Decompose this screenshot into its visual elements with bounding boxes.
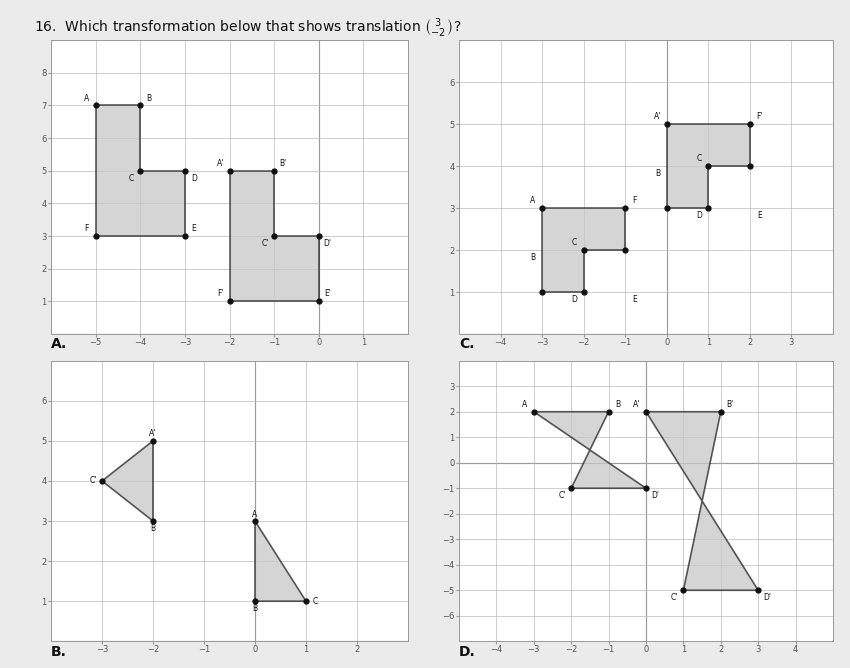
Text: C: C	[696, 154, 701, 163]
Text: A': A'	[654, 112, 661, 121]
Text: D': D'	[324, 239, 332, 248]
Text: E: E	[756, 211, 762, 220]
Text: C': C'	[558, 491, 565, 500]
Polygon shape	[95, 106, 184, 236]
Text: A.: A.	[51, 337, 67, 351]
Polygon shape	[255, 521, 306, 601]
Text: D: D	[696, 211, 702, 220]
Text: B': B'	[280, 159, 286, 168]
Text: E: E	[632, 295, 637, 304]
Text: A: A	[252, 510, 258, 518]
Text: F: F	[84, 224, 89, 233]
Text: A: A	[522, 400, 527, 409]
Text: A': A'	[217, 159, 224, 168]
Polygon shape	[534, 411, 646, 488]
Text: D: D	[571, 295, 577, 304]
Text: F': F'	[218, 289, 224, 299]
Polygon shape	[102, 441, 153, 521]
Text: C: C	[128, 174, 134, 182]
Text: A': A'	[633, 400, 640, 409]
Text: E: E	[191, 224, 196, 233]
Text: B: B	[530, 253, 536, 262]
Text: C: C	[572, 238, 577, 247]
Text: A: A	[84, 94, 89, 103]
Polygon shape	[230, 171, 319, 301]
Text: C: C	[312, 597, 318, 606]
Polygon shape	[542, 208, 626, 292]
Text: B: B	[150, 524, 156, 532]
Text: A: A	[530, 196, 536, 205]
Text: C': C'	[262, 239, 269, 248]
Text: C.: C.	[459, 337, 474, 351]
Polygon shape	[666, 124, 750, 208]
Text: C': C'	[671, 593, 677, 602]
Polygon shape	[646, 411, 758, 591]
Text: D: D	[191, 174, 196, 182]
Text: A': A'	[150, 430, 156, 438]
Text: D': D'	[651, 491, 660, 500]
Text: F: F	[632, 196, 637, 205]
Text: B': B'	[727, 400, 734, 409]
Text: D.: D.	[459, 645, 476, 659]
Text: B: B	[615, 400, 620, 409]
Text: C': C'	[89, 476, 97, 486]
Text: B: B	[654, 169, 660, 178]
Text: F': F'	[756, 112, 762, 121]
Text: D': D'	[763, 593, 772, 602]
Text: B.: B.	[51, 645, 67, 659]
Text: 16.  Which transformation below that shows translation $\binom{3}{-2}$?: 16. Which transformation below that show…	[34, 17, 462, 40]
Text: B: B	[252, 604, 258, 613]
Text: E': E'	[324, 289, 332, 299]
Text: B: B	[146, 94, 152, 103]
